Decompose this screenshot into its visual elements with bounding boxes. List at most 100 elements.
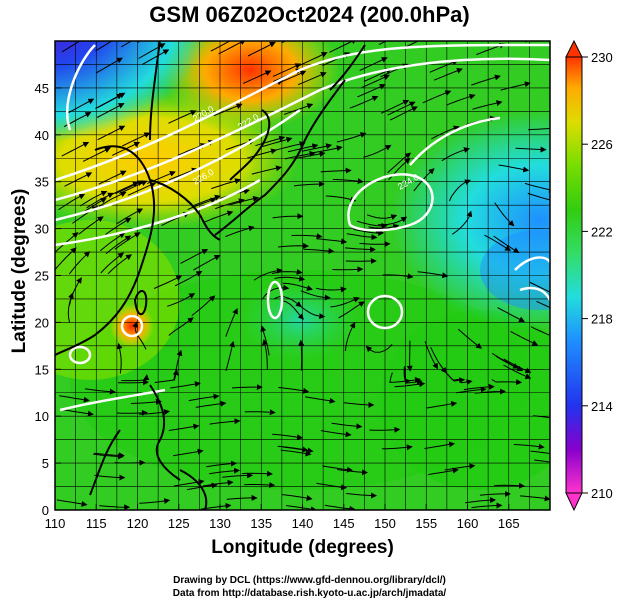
streamline bbox=[365, 344, 393, 353]
streamline bbox=[69, 277, 82, 306]
streamline bbox=[93, 453, 125, 460]
streamline bbox=[325, 195, 357, 203]
streamline bbox=[368, 223, 400, 230]
streamline bbox=[246, 148, 277, 159]
streamline bbox=[452, 210, 473, 235]
colorbar-min-arrow bbox=[565, 492, 583, 512]
streamline bbox=[247, 42, 276, 57]
streamline bbox=[272, 63, 302, 77]
x-tick-label: 110 bbox=[45, 516, 66, 531]
streamline bbox=[262, 136, 293, 147]
streamline bbox=[500, 81, 531, 91]
streamline bbox=[94, 474, 126, 481]
streamline bbox=[291, 233, 323, 240]
streamline bbox=[168, 423, 200, 431]
streamline bbox=[173, 448, 204, 457]
colorbar-max-arrow bbox=[565, 39, 583, 58]
streamline bbox=[349, 95, 379, 109]
y-tick-label: 5 bbox=[42, 456, 49, 471]
streamline bbox=[61, 141, 90, 157]
streamline bbox=[515, 146, 547, 153]
streamline bbox=[116, 342, 123, 374]
x-axis-label: Longitude (degrees) bbox=[211, 537, 394, 558]
y-tick-label: 25 bbox=[35, 269, 49, 284]
colorbar-tick-label: 226 bbox=[591, 137, 613, 152]
streamline bbox=[64, 172, 93, 187]
streamline bbox=[283, 103, 314, 115]
streamline bbox=[99, 232, 126, 252]
streamline bbox=[344, 246, 376, 253]
streamline bbox=[381, 444, 413, 451]
isotherm-contours bbox=[55, 43, 550, 412]
streamline bbox=[98, 191, 127, 207]
streamline bbox=[331, 422, 363, 430]
streamline bbox=[387, 101, 416, 116]
x-tick-label: 120 bbox=[127, 516, 149, 531]
streamline bbox=[95, 41, 113, 52]
streamline bbox=[320, 430, 352, 438]
streamline bbox=[299, 52, 328, 66]
x-tick-label: 130 bbox=[209, 516, 231, 531]
streamline bbox=[225, 340, 235, 372]
streamline bbox=[422, 90, 452, 104]
streamline bbox=[253, 267, 283, 281]
streamline bbox=[209, 467, 240, 475]
streamline bbox=[471, 502, 503, 509]
streamline bbox=[346, 492, 378, 499]
streamline bbox=[431, 125, 460, 140]
streamline bbox=[211, 178, 241, 190]
streamline bbox=[63, 409, 94, 417]
streamline bbox=[206, 460, 237, 468]
y-tick-label: 10 bbox=[35, 409, 49, 424]
streamline bbox=[491, 379, 523, 386]
y-tick-label: 0 bbox=[42, 503, 49, 518]
x-tick-label: 140 bbox=[292, 516, 314, 531]
streamline bbox=[56, 499, 88, 507]
colorbar-tick-label: 214 bbox=[591, 399, 613, 414]
streamline bbox=[446, 93, 476, 106]
streamline bbox=[274, 275, 306, 282]
streamline bbox=[472, 100, 503, 110]
streamline bbox=[244, 409, 276, 416]
streamline bbox=[403, 366, 421, 383]
streamline bbox=[336, 132, 367, 143]
streamline bbox=[366, 214, 398, 220]
streamline bbox=[484, 234, 512, 251]
streamline bbox=[168, 167, 198, 181]
streamline bbox=[167, 293, 196, 307]
streamline bbox=[324, 504, 356, 510]
streamline bbox=[284, 150, 316, 160]
streamline bbox=[494, 202, 515, 227]
x-tick-label: 115 bbox=[86, 516, 107, 531]
streamline bbox=[136, 41, 139, 42]
x-tick-label: 160 bbox=[457, 516, 479, 531]
streamline bbox=[61, 41, 89, 53]
colorbar: 230 226 222 218 214 210 bbox=[565, 39, 613, 512]
streamline bbox=[107, 254, 133, 275]
streamline bbox=[105, 235, 132, 255]
streamline bbox=[528, 128, 550, 131]
streamline bbox=[433, 67, 463, 81]
chart-title: GSM 06Z02Oct2024 (200.0hPa) bbox=[149, 2, 470, 27]
x-tick-label: 125 bbox=[168, 516, 190, 531]
streamline bbox=[444, 463, 476, 471]
streamline bbox=[99, 504, 131, 510]
streamline bbox=[202, 479, 234, 487]
streamline bbox=[95, 57, 123, 74]
streamline bbox=[139, 409, 170, 416]
streamline bbox=[282, 446, 314, 454]
y-tick-label: 15 bbox=[35, 362, 49, 377]
streamline bbox=[286, 505, 317, 510]
y-tick-label: 20 bbox=[35, 315, 49, 330]
streamline bbox=[441, 147, 470, 162]
streamline bbox=[97, 125, 126, 141]
streamline bbox=[510, 330, 539, 346]
streamline bbox=[536, 300, 550, 309]
streamline bbox=[225, 225, 255, 238]
streamline bbox=[84, 388, 116, 395]
streamline bbox=[251, 165, 282, 175]
streamline bbox=[417, 271, 449, 279]
y-tick-label: 35 bbox=[35, 175, 49, 190]
streamline bbox=[262, 284, 290, 300]
